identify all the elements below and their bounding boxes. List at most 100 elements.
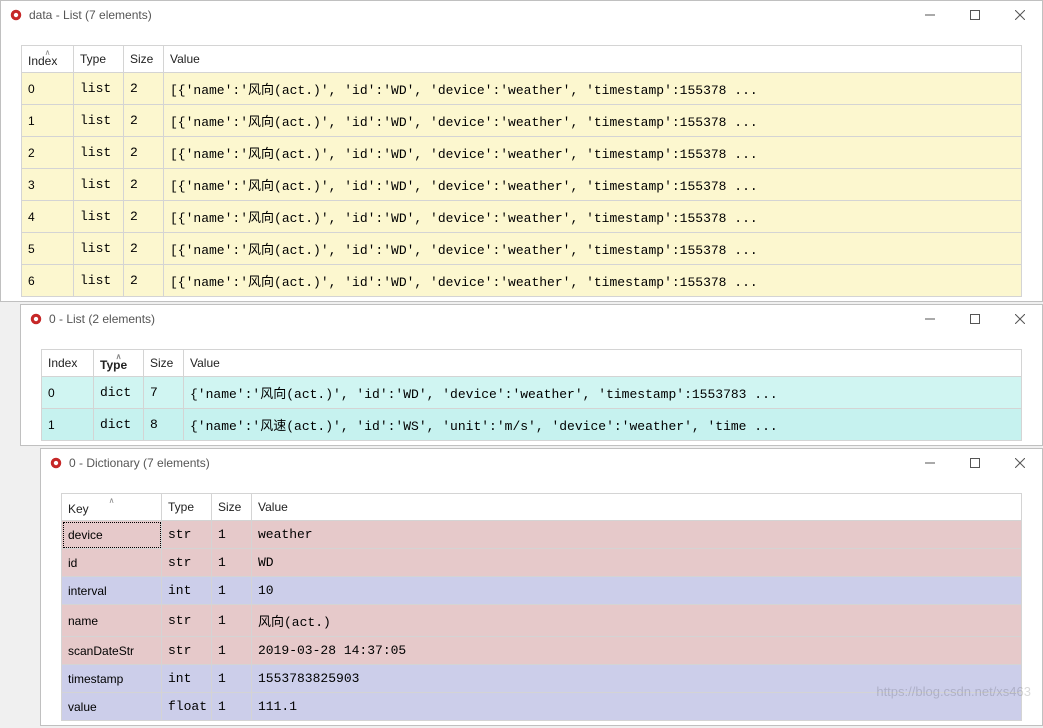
data-table[interactable]: Index ∧Type Size Value 0dict7{'name':'风向… <box>41 349 1022 441</box>
cell-type[interactable]: list <box>74 73 124 105</box>
cell-index[interactable]: 1 <box>22 105 74 137</box>
close-button[interactable] <box>997 305 1042 333</box>
col-size[interactable]: Size <box>124 46 164 73</box>
cell-size[interactable]: 2 <box>124 233 164 265</box>
cell-type[interactable]: dict <box>94 377 144 409</box>
col-index[interactable]: ∧Index <box>22 46 74 73</box>
table-row[interactable]: timestampint11553783825903 <box>62 665 1022 693</box>
cell-index[interactable]: 1 <box>42 409 94 441</box>
table-row[interactable]: valuefloat1111.1 <box>62 693 1022 721</box>
cell-value[interactable]: [{'name':'风向(act.)', 'id':'WD', 'device'… <box>164 233 1022 265</box>
minimize-button[interactable] <box>907 449 952 477</box>
cell-size[interactable]: 1 <box>212 605 252 637</box>
cell-value[interactable]: 1553783825903 <box>252 665 1022 693</box>
table-row[interactable]: namestr1风向(act.) <box>62 605 1022 637</box>
cell-type[interactable]: int <box>162 577 212 605</box>
cell-value[interactable]: weather <box>252 521 1022 549</box>
cell-key[interactable]: value <box>62 693 162 721</box>
cell-size[interactable]: 2 <box>124 169 164 201</box>
cell-type[interactable]: str <box>162 549 212 577</box>
col-type[interactable]: ∧Type <box>94 350 144 377</box>
maximize-button[interactable] <box>952 449 997 477</box>
cell-index[interactable]: 3 <box>22 169 74 201</box>
cell-value[interactable]: [{'name':'风向(act.)', 'id':'WD', 'device'… <box>164 169 1022 201</box>
cell-size[interactable]: 1 <box>212 665 252 693</box>
cell-type[interactable]: str <box>162 605 212 637</box>
cell-type[interactable]: list <box>74 201 124 233</box>
cell-value[interactable]: [{'name':'风向(act.)', 'id':'WD', 'device'… <box>164 105 1022 137</box>
cell-size[interactable]: 8 <box>144 409 184 441</box>
cell-index[interactable]: 5 <box>22 233 74 265</box>
cell-size[interactable]: 1 <box>212 577 252 605</box>
table-row[interactable]: 2list2[{'name':'风向(act.)', 'id':'WD', 'd… <box>22 137 1022 169</box>
table-row[interactable]: intervalint110 <box>62 577 1022 605</box>
col-type[interactable]: Type <box>162 494 212 521</box>
maximize-button[interactable] <box>952 305 997 333</box>
cell-value[interactable]: 风向(act.) <box>252 605 1022 637</box>
cell-key[interactable]: scanDateStr <box>62 637 162 665</box>
cell-size[interactable]: 2 <box>124 137 164 169</box>
cell-type[interactable]: dict <box>94 409 144 441</box>
cell-value[interactable]: [{'name':'风向(act.)', 'id':'WD', 'device'… <box>164 265 1022 297</box>
cell-size[interactable]: 2 <box>124 201 164 233</box>
table-row[interactable]: 0list2[{'name':'风向(act.)', 'id':'WD', 'd… <box>22 73 1022 105</box>
table-row[interactable]: scanDateStrstr12019-03-28 14:37:05 <box>62 637 1022 665</box>
minimize-button[interactable] <box>907 305 952 333</box>
titlebar[interactable]: 0 - Dictionary (7 elements) <box>41 449 1042 477</box>
col-size[interactable]: Size <box>212 494 252 521</box>
cell-key[interactable]: name <box>62 605 162 637</box>
table-row[interactable]: 1dict8{'name':'风速(act.)', 'id':'WS', 'un… <box>42 409 1022 441</box>
minimize-button[interactable] <box>907 1 952 29</box>
cell-value[interactable]: {'name':'风速(act.)', 'id':'WS', 'unit':'m… <box>184 409 1022 441</box>
cell-index[interactable]: 6 <box>22 265 74 297</box>
cell-key[interactable]: id <box>62 549 162 577</box>
col-type[interactable]: Type <box>74 46 124 73</box>
col-value[interactable]: Value <box>252 494 1022 521</box>
close-button[interactable] <box>997 1 1042 29</box>
cell-type[interactable]: float <box>162 693 212 721</box>
table-row[interactable]: 4list2[{'name':'风向(act.)', 'id':'WD', 'd… <box>22 201 1022 233</box>
maximize-button[interactable] <box>952 1 997 29</box>
cell-type[interactable]: list <box>74 105 124 137</box>
cell-key[interactable]: device <box>62 521 162 549</box>
cell-size[interactable]: 2 <box>124 105 164 137</box>
titlebar[interactable]: 0 - List (2 elements) <box>21 305 1042 333</box>
cell-index[interactable]: 0 <box>42 377 94 409</box>
cell-type[interactable]: list <box>74 137 124 169</box>
titlebar[interactable]: data - List (7 elements) <box>1 1 1042 29</box>
table-row[interactable]: idstr1WD <box>62 549 1022 577</box>
table-row[interactable]: 3list2[{'name':'风向(act.)', 'id':'WD', 'd… <box>22 169 1022 201</box>
table-row[interactable]: 0dict7{'name':'风向(act.)', 'id':'WD', 'de… <box>42 377 1022 409</box>
cell-size[interactable]: 7 <box>144 377 184 409</box>
cell-value[interactable]: {'name':'风向(act.)', 'id':'WD', 'device':… <box>184 377 1022 409</box>
col-value[interactable]: Value <box>164 46 1022 73</box>
table-row[interactable]: 5list2[{'name':'风向(act.)', 'id':'WD', 'd… <box>22 233 1022 265</box>
cell-value[interactable]: 10 <box>252 577 1022 605</box>
cell-type[interactable]: int <box>162 665 212 693</box>
cell-value[interactable]: [{'name':'风向(act.)', 'id':'WD', 'device'… <box>164 73 1022 105</box>
cell-type[interactable]: list <box>74 169 124 201</box>
cell-type[interactable]: str <box>162 521 212 549</box>
cell-type[interactable]: list <box>74 233 124 265</box>
table-row[interactable]: 6list2[{'name':'风向(act.)', 'id':'WD', 'd… <box>22 265 1022 297</box>
cell-key[interactable]: timestamp <box>62 665 162 693</box>
col-value[interactable]: Value <box>184 350 1022 377</box>
col-key[interactable]: ∧Key <box>62 494 162 521</box>
col-size[interactable]: Size <box>144 350 184 377</box>
table-row[interactable]: devicestr1weather <box>62 521 1022 549</box>
cell-size[interactable]: 1 <box>212 521 252 549</box>
cell-value[interactable]: [{'name':'风向(act.)', 'id':'WD', 'device'… <box>164 137 1022 169</box>
cell-value[interactable]: 111.1 <box>252 693 1022 721</box>
cell-size[interactable]: 1 <box>212 693 252 721</box>
table-row[interactable]: 1list2[{'name':'风向(act.)', 'id':'WD', 'd… <box>22 105 1022 137</box>
close-button[interactable] <box>997 449 1042 477</box>
cell-type[interactable]: str <box>162 637 212 665</box>
data-table[interactable]: ∧Index Type Size Value 0list2[{'name':'风… <box>21 45 1022 297</box>
cell-size[interactable]: 1 <box>212 549 252 577</box>
cell-value[interactable]: WD <box>252 549 1022 577</box>
cell-key[interactable]: interval <box>62 577 162 605</box>
cell-index[interactable]: 0 <box>22 73 74 105</box>
cell-value[interactable]: [{'name':'风向(act.)', 'id':'WD', 'device'… <box>164 201 1022 233</box>
data-table[interactable]: ∧Key Type Size Value devicestr1weatherid… <box>61 493 1022 721</box>
cell-type[interactable]: list <box>74 265 124 297</box>
